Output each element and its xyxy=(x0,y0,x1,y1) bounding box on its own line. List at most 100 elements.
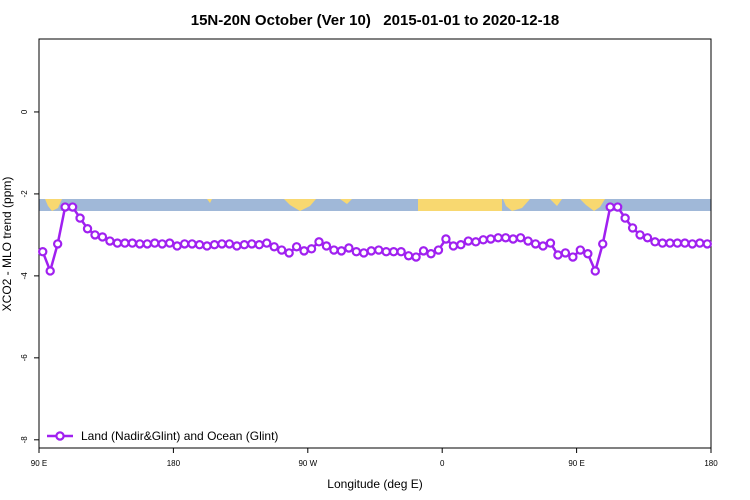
data-point xyxy=(530,239,541,249)
data-point xyxy=(314,237,324,247)
data-point xyxy=(157,239,167,249)
legend-marker xyxy=(55,431,65,441)
data-point xyxy=(247,239,257,249)
data-point xyxy=(448,241,459,251)
y-tick-label: -6 xyxy=(20,354,29,362)
data-point xyxy=(306,244,317,254)
data-point xyxy=(568,252,578,262)
data-point xyxy=(150,238,160,248)
data-point xyxy=(209,240,220,250)
data-point xyxy=(605,202,615,212)
x-tick-label: 90 W xyxy=(298,459,317,468)
data-point xyxy=(515,233,526,243)
data-point xyxy=(105,236,115,246)
data-point xyxy=(590,266,600,276)
data-point xyxy=(680,238,690,248)
data-point xyxy=(276,245,287,255)
data-point xyxy=(75,213,85,223)
data-point xyxy=(164,238,175,248)
data-point xyxy=(202,241,212,251)
y-tick-label: -4 xyxy=(20,272,29,280)
data-point xyxy=(359,248,369,258)
data-point xyxy=(545,238,556,248)
data-point xyxy=(523,236,533,246)
x-tick-label: 90 E xyxy=(568,459,584,468)
data-point xyxy=(486,234,496,244)
data-point xyxy=(426,249,436,259)
data-point xyxy=(52,239,63,249)
data-point xyxy=(553,250,563,260)
data-point xyxy=(598,239,608,249)
data-point xyxy=(650,237,660,247)
data-point xyxy=(500,233,511,243)
data-point xyxy=(612,202,623,212)
data-point xyxy=(291,242,302,252)
data-point xyxy=(627,223,638,233)
data-line xyxy=(41,205,708,275)
data-point xyxy=(38,246,48,257)
chart-title: 15N-20N October (Ver 10) 2015-01-01 to 2… xyxy=(191,12,560,29)
data-point xyxy=(262,238,272,248)
data-point xyxy=(172,241,182,251)
data-point xyxy=(635,230,645,240)
data-point xyxy=(374,245,384,255)
data-point xyxy=(620,213,630,223)
data-point xyxy=(135,239,145,249)
data-point xyxy=(254,240,264,250)
data-point xyxy=(687,239,698,249)
data-point xyxy=(463,236,474,246)
data-point xyxy=(665,238,675,248)
data-point xyxy=(82,224,93,234)
y-tick-label: -8 xyxy=(20,436,29,444)
data-point xyxy=(366,246,376,256)
data-point xyxy=(560,248,571,258)
x-tick-label: 0 xyxy=(440,459,445,468)
data-point xyxy=(329,245,339,255)
y-tick-label: -2 xyxy=(20,190,29,198)
x-tick-label: 90 E xyxy=(31,459,47,468)
y-tick-label: 0 xyxy=(20,109,29,114)
data-point xyxy=(538,241,548,251)
data-point xyxy=(45,266,55,276)
data-point xyxy=(575,245,586,255)
data-point xyxy=(321,241,332,251)
data-point xyxy=(478,235,488,245)
data-point xyxy=(396,246,406,257)
x-tick-label: 180 xyxy=(167,459,181,468)
data-point xyxy=(433,245,444,255)
data-point xyxy=(97,232,108,242)
data-point xyxy=(336,246,347,256)
data-point xyxy=(508,234,518,244)
data-point xyxy=(456,240,466,250)
data-point xyxy=(657,238,668,248)
data-point xyxy=(179,239,190,249)
data-point xyxy=(187,239,197,249)
data-point xyxy=(284,248,294,258)
data-point xyxy=(112,238,123,248)
data-point xyxy=(672,238,683,248)
data-point xyxy=(695,238,705,248)
data-point xyxy=(381,246,391,257)
data-point xyxy=(411,252,421,262)
data-point xyxy=(120,238,130,248)
data-point xyxy=(351,246,362,257)
data-point xyxy=(224,239,235,249)
data-point xyxy=(239,240,250,250)
data-point xyxy=(642,233,653,243)
data-point xyxy=(217,239,227,249)
x-axis-label: Longitude (deg E) xyxy=(327,477,422,491)
data-point xyxy=(60,202,70,212)
data-point xyxy=(388,246,399,257)
data-point xyxy=(344,243,354,253)
data-point xyxy=(299,246,309,256)
data-point xyxy=(67,202,78,212)
data-point xyxy=(702,239,712,249)
data-point xyxy=(471,237,481,247)
data-point xyxy=(269,242,279,252)
data-point xyxy=(232,241,242,251)
data-point xyxy=(403,251,414,261)
legend-label: Land (Nadir&Glint) and Ocean (Glint) xyxy=(81,429,278,443)
data-point xyxy=(127,238,138,248)
